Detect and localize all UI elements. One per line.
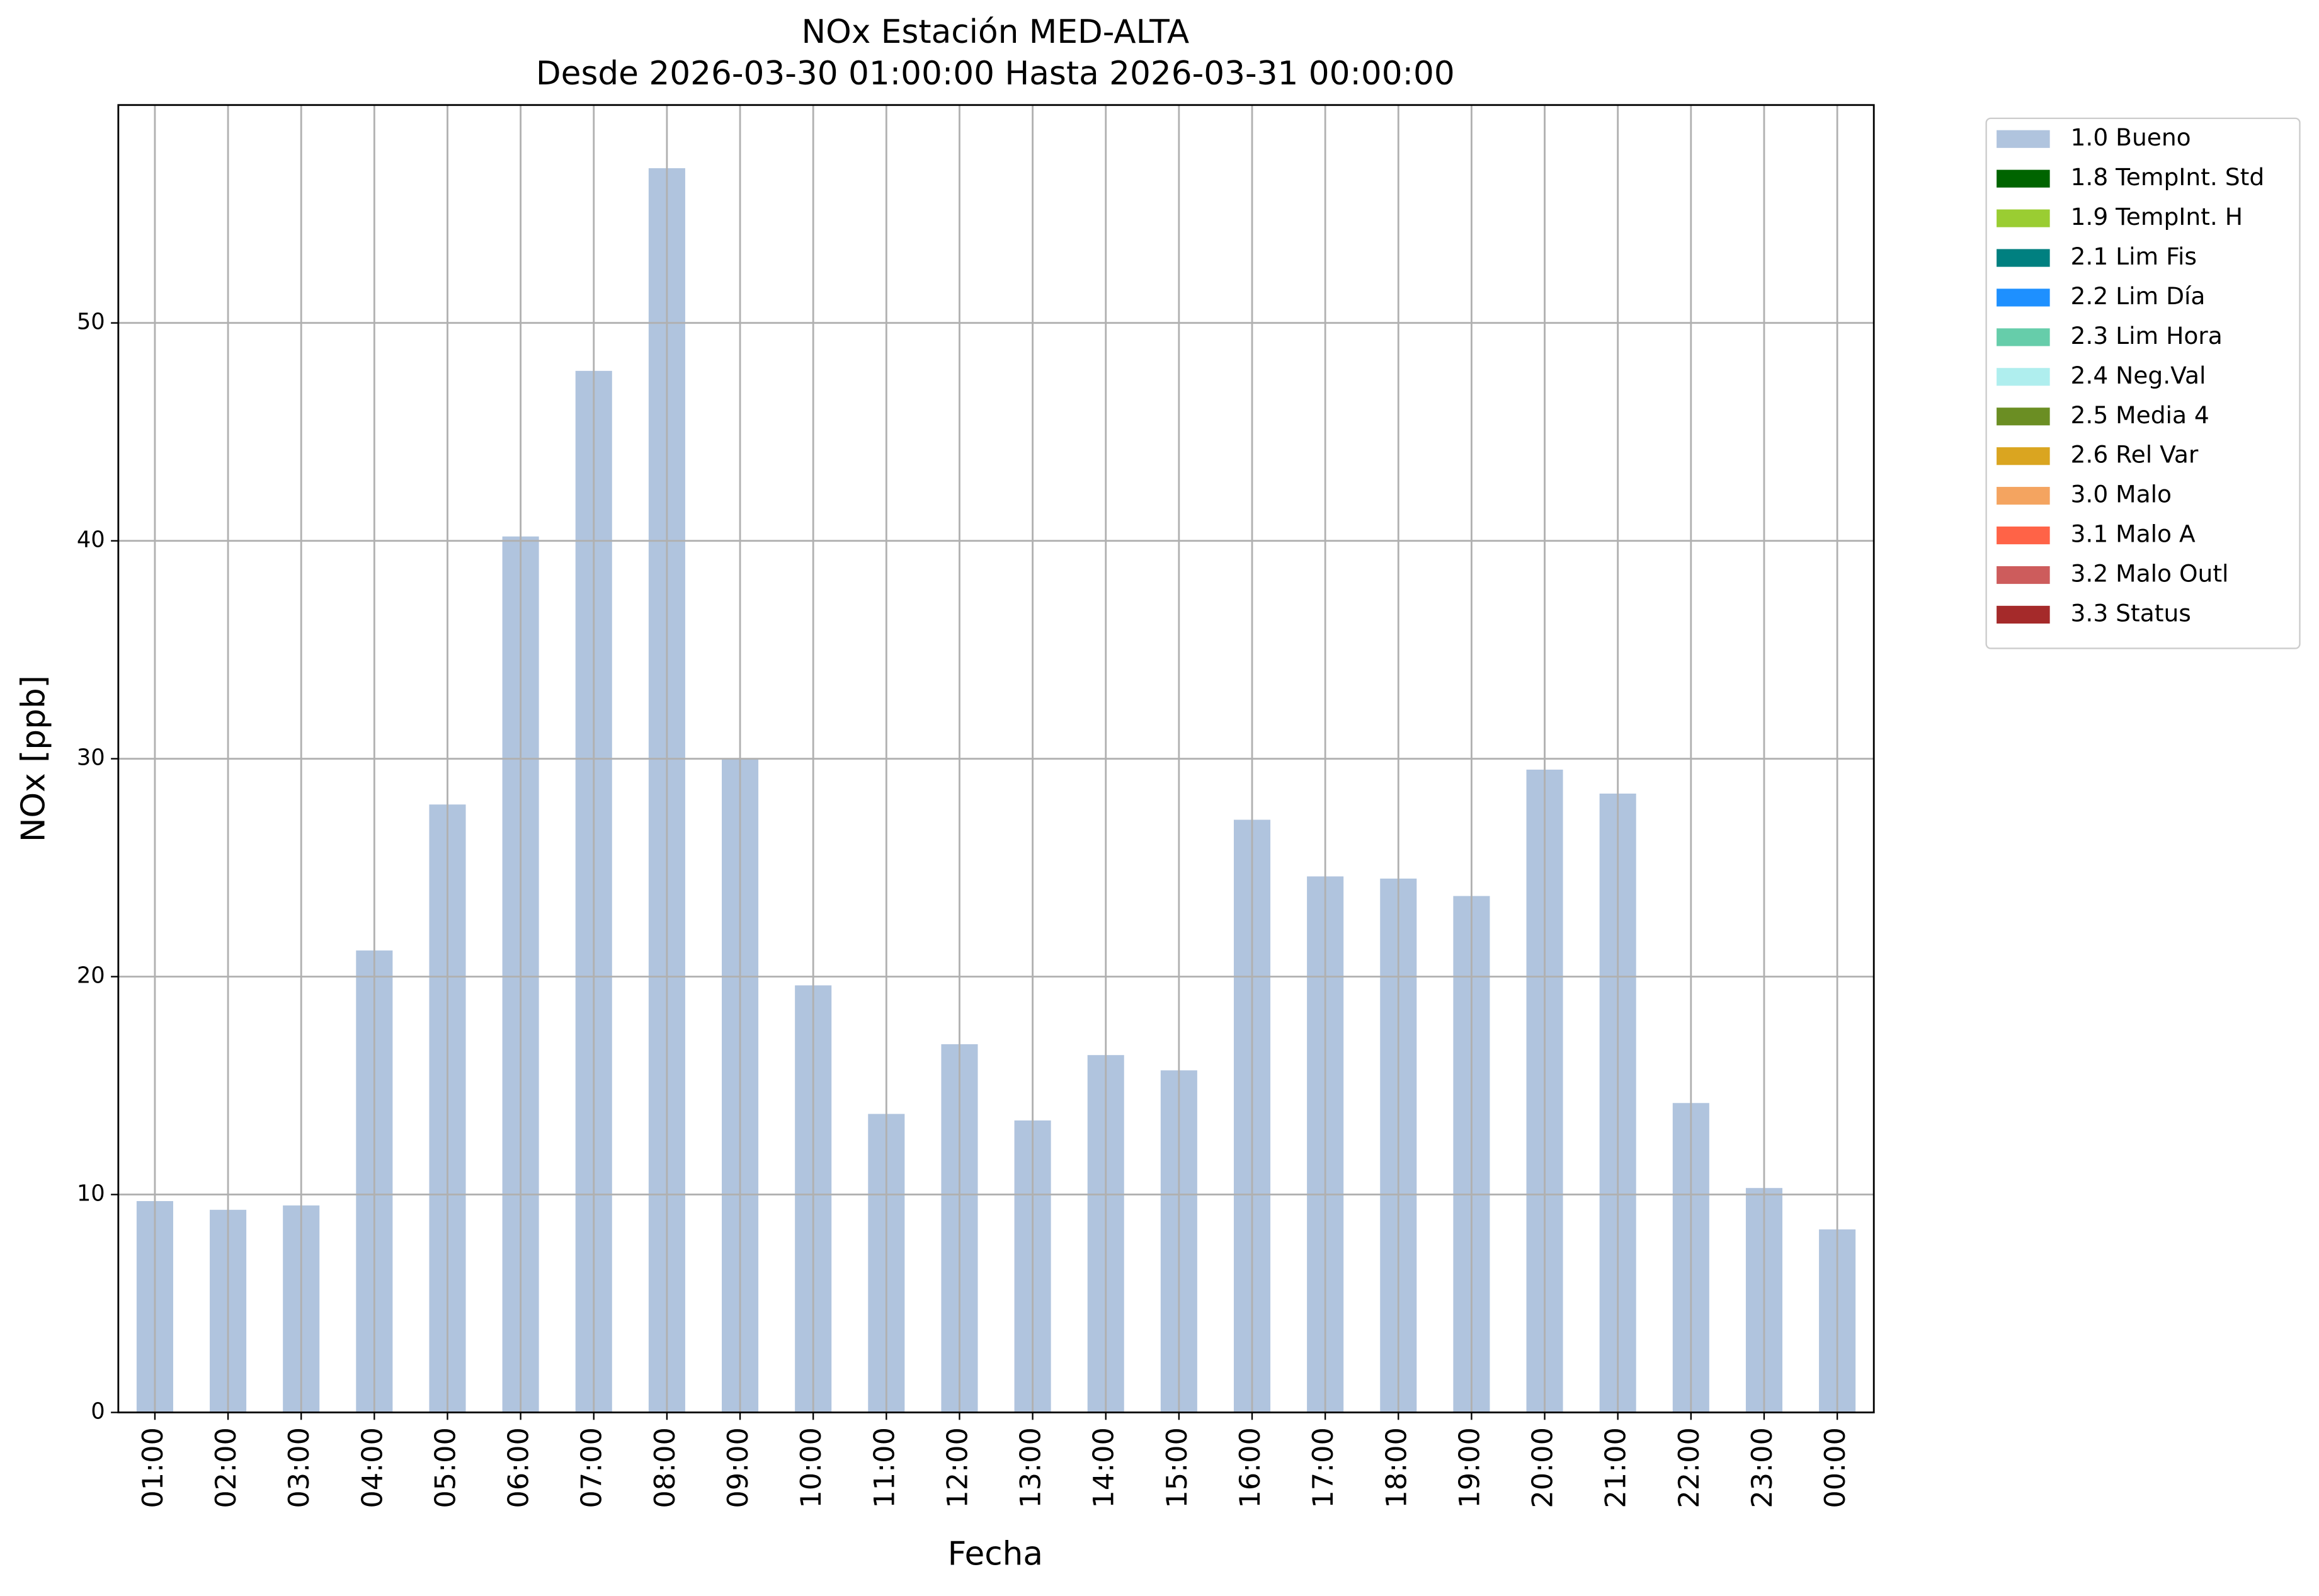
legend-swatch — [1997, 368, 2050, 386]
legend-label: 3.2 Malo Outl — [2071, 560, 2229, 588]
y-tick-label: 20 — [77, 963, 105, 989]
legend-swatch — [1997, 130, 2050, 148]
legend-label: 3.3 Status — [2071, 599, 2191, 627]
x-tick-label: 18:00 — [1380, 1427, 1413, 1508]
x-tick-label: 21:00 — [1600, 1427, 1632, 1508]
x-tick-label: 00:00 — [1819, 1427, 1852, 1508]
y-tick-label: 10 — [77, 1181, 105, 1207]
x-tick-label: 15:00 — [1161, 1427, 1194, 1508]
x-tick-label: 12:00 — [941, 1427, 974, 1508]
chart-subtitle: Desde 2026-03-30 01:00:00 Hasta 2026-03-… — [536, 55, 1455, 93]
x-tick-label: 17:00 — [1307, 1427, 1340, 1508]
x-tick-label: 09:00 — [722, 1427, 755, 1508]
legend-label: 2.1 Lim Fis — [2071, 242, 2197, 270]
legend-swatch — [1997, 566, 2050, 584]
x-tick-label: 20:00 — [1527, 1427, 1559, 1508]
x-tick-label: 05:00 — [429, 1427, 462, 1508]
y-tick-label: 50 — [77, 309, 105, 335]
legend-swatch — [1997, 328, 2050, 346]
y-tick-label: 0 — [91, 1399, 105, 1425]
x-tick-label: 22:00 — [1673, 1427, 1706, 1508]
legend-swatch — [1997, 169, 2050, 188]
x-tick-label: 06:00 — [503, 1427, 535, 1508]
x-axis-label: Fecha — [948, 1535, 1043, 1573]
legend-swatch — [1997, 209, 2050, 227]
x-tick-label: 10:00 — [795, 1427, 828, 1508]
x-tick-label: 19:00 — [1453, 1427, 1486, 1508]
x-tick-label: 07:00 — [576, 1427, 608, 1508]
y-axis-label: NOx [ppb] — [14, 675, 52, 842]
y-tick-label: 40 — [77, 527, 105, 553]
legend-label: 2.6 Rel Var — [2071, 441, 2199, 469]
x-tick-label: 01:00 — [137, 1427, 169, 1508]
x-tick-label: 23:00 — [1746, 1427, 1779, 1508]
y-tick-label: 30 — [77, 745, 105, 771]
plot-frame — [117, 104, 1875, 1413]
legend-swatch — [1997, 288, 2050, 307]
legend-label: 3.1 Malo A — [2071, 520, 2196, 548]
legend-swatch — [1997, 408, 2050, 426]
legend-swatch — [1997, 249, 2050, 267]
x-tick-label: 13:00 — [1015, 1427, 1047, 1508]
legend-label: 1.9 TempInt. H — [2071, 203, 2243, 231]
legend-box — [1985, 117, 2301, 649]
legend-label: 2.3 Lim Hora — [2071, 322, 2223, 350]
x-tick-label: 11:00 — [868, 1427, 901, 1508]
legend-label: 1.0 Bueno — [2071, 123, 2191, 151]
legend-label: 2.2 Lim Día — [2071, 282, 2206, 310]
chart-title: NOx Estación MED-ALTA — [802, 13, 1190, 51]
x-tick-label: 04:00 — [356, 1427, 389, 1508]
legend-label: 3.0 Malo — [2071, 481, 2172, 508]
legend-label: 2.5 Media 4 — [2071, 401, 2209, 429]
x-tick-label: 03:00 — [283, 1427, 316, 1508]
x-tick-label: 02:00 — [210, 1427, 242, 1508]
legend-swatch — [1997, 487, 2050, 505]
x-tick-label: 16:00 — [1234, 1427, 1267, 1508]
x-tick-label: 08:00 — [649, 1427, 681, 1508]
x-tick-label: 14:00 — [1088, 1427, 1120, 1508]
legend-swatch — [1997, 605, 2050, 624]
legend-swatch — [1997, 447, 2050, 465]
legend-swatch — [1997, 526, 2050, 545]
legend-label: 1.8 TempInt. Std — [2071, 163, 2265, 191]
legend-label: 2.4 Neg.Val — [2071, 362, 2206, 389]
